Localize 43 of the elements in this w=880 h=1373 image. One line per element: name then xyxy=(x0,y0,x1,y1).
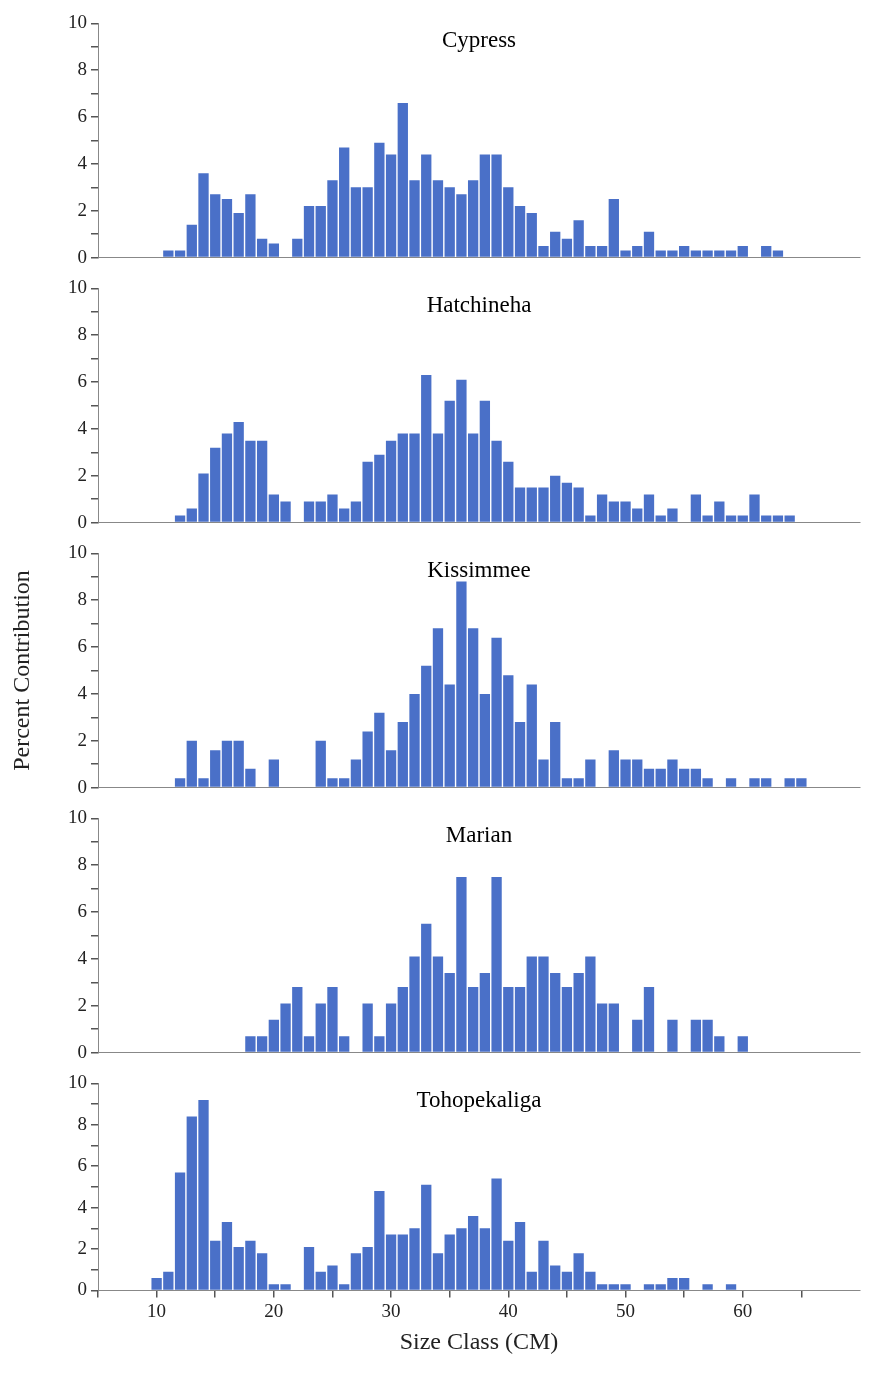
y-tick-label: 6 xyxy=(77,635,87,657)
chart-title: Cypress xyxy=(441,26,517,52)
x-tick-label: 20 xyxy=(264,1299,284,1321)
y-tick-label: 8 xyxy=(77,1112,87,1134)
y-tick-label: 10 xyxy=(68,276,87,298)
y-tick-label: 2 xyxy=(77,1236,87,1258)
y-tick-label: 2 xyxy=(77,198,87,220)
y-tick-label: 10 xyxy=(68,541,87,563)
y-tick-label: 8 xyxy=(77,853,87,875)
y-tick-label: 4 xyxy=(77,681,88,703)
y-tick-label: 2 xyxy=(77,463,87,485)
y-tick-label: 4 xyxy=(77,416,88,438)
y-axis-title: Percent Contribution xyxy=(7,570,34,771)
y-tick-label: 6 xyxy=(77,900,87,922)
y-tick-label: 0 xyxy=(77,510,87,532)
chart-title: Marian xyxy=(445,821,513,847)
y-tick-label: 0 xyxy=(77,245,87,267)
y-tick-label: 0 xyxy=(77,775,87,797)
y-tick-label: 0 xyxy=(77,1278,87,1300)
y-tick-label: 4 xyxy=(77,1195,88,1217)
x-tick-label: 30 xyxy=(381,1299,401,1321)
y-tick-label: 6 xyxy=(77,105,87,127)
y-tick-label: 8 xyxy=(77,58,87,80)
y-tick-label: 10 xyxy=(68,11,87,33)
y-tick-label: 8 xyxy=(77,588,87,610)
y-tick-label: 4 xyxy=(77,946,88,968)
y-tick-label: 2 xyxy=(77,993,87,1015)
y-tick-label: 8 xyxy=(77,323,87,345)
y-tick-label: 4 xyxy=(77,151,88,173)
x-tick-label: 60 xyxy=(733,1299,753,1321)
x-axis-title: Size Class (CM) xyxy=(399,1327,559,1354)
y-tick-label: 6 xyxy=(77,1154,87,1176)
x-tick-label: 10 xyxy=(147,1299,167,1321)
y-tick-label: 2 xyxy=(77,728,87,750)
chart-title: Tohopekaliga xyxy=(416,1086,542,1112)
chart-title: Kissimmee xyxy=(427,556,531,582)
x-tick-label: 40 xyxy=(498,1299,518,1321)
y-tick-label: 0 xyxy=(77,1040,87,1062)
y-tick-label: 10 xyxy=(68,1071,87,1093)
chart-title: Hatchineha xyxy=(426,291,532,317)
y-tick-label: 6 xyxy=(77,370,87,392)
x-tick-label: 50 xyxy=(616,1299,636,1321)
y-tick-label: 10 xyxy=(68,806,87,828)
